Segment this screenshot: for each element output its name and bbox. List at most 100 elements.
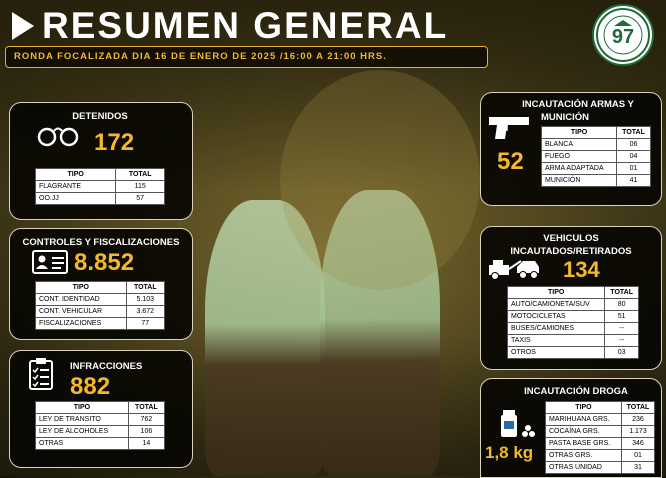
officer-figure-right bbox=[320, 190, 440, 476]
officer-figure-background bbox=[280, 70, 480, 290]
table-cell: LEY DE ALCOHOLES bbox=[35, 425, 129, 438]
table-cell: MUNICIÓN bbox=[540, 174, 618, 187]
table-cell: 31 bbox=[620, 461, 656, 474]
droga-title: INCAUTACIÓN DROGA bbox=[524, 386, 628, 397]
table-header: TOTAL bbox=[125, 281, 166, 294]
table-row: FLAGRANTE 115 bbox=[34, 180, 165, 193]
table-cell: OTRAS GRS. bbox=[545, 449, 622, 462]
table-cell: 06 bbox=[616, 138, 651, 151]
table-cell: TAXIS bbox=[506, 334, 606, 347]
infracciones-title: INFRACCIONES bbox=[70, 361, 143, 372]
table-cell: -- bbox=[604, 334, 639, 347]
table-header: TIPO bbox=[35, 401, 129, 414]
table-cell: 1.173 bbox=[620, 425, 656, 438]
id-card-icon bbox=[32, 250, 68, 279]
table-row: BLANCA 06 bbox=[540, 138, 651, 151]
table-row: OO.JJ 57 bbox=[34, 192, 165, 205]
table-cell: ARMA ADAPTADA bbox=[540, 162, 618, 175]
table-row: COCAÍNA GRS. 1.173 bbox=[545, 425, 656, 438]
table-cell: 77 bbox=[125, 317, 166, 330]
table-row: FUEGO 04 bbox=[540, 150, 651, 163]
table-cell: OTRAS UNIDAD bbox=[545, 461, 622, 474]
detenidos-total: 172 bbox=[94, 129, 135, 156]
vehiculos-total: 134 bbox=[563, 257, 600, 282]
table-cell: 115 bbox=[115, 180, 165, 193]
table-row: CONT. VEHICULAR 3.672 bbox=[35, 305, 166, 318]
table-row: MOTOCICLETAS 51 bbox=[506, 310, 639, 323]
droga-total: 1,8 kg bbox=[485, 443, 534, 462]
table-cell: FLAGRANTE bbox=[34, 180, 117, 193]
table-cell: 04 bbox=[616, 150, 651, 163]
table-cell: CONT. VEHICULAR bbox=[35, 305, 127, 318]
controles-total: 8.852 bbox=[74, 249, 135, 276]
armas-total: 52 bbox=[497, 148, 524, 175]
detenidos-panel: DETENIDOS 172 TIPO TOTAL FLAGRANTE 115 OO.… bbox=[9, 102, 193, 220]
table-row: OTRAS UNIDAD 31 bbox=[545, 461, 656, 474]
play-arrow-icon bbox=[12, 12, 34, 40]
table-cell: 01 bbox=[616, 162, 651, 175]
table-cell: 01 bbox=[620, 449, 656, 462]
armas-panel: INCAUTACIÓN ARMAS Y MUNICIÓN 52 TIPO TOTA… bbox=[480, 92, 662, 206]
table-header: TIPO bbox=[506, 286, 606, 299]
table-cell: 346 bbox=[620, 437, 656, 450]
controles-table: TIPO TOTAL CONT. IDENTIDAD 5.103 CONT. VEH… bbox=[35, 281, 166, 330]
infracciones-total: 882 bbox=[70, 373, 111, 400]
table-cell: 51 bbox=[604, 310, 639, 323]
table-row: ARMA ADAPTADA 01 bbox=[540, 162, 651, 175]
table-header: TOTAL bbox=[620, 401, 656, 414]
table-row: CONT. IDENTIDAD 5.103 bbox=[35, 293, 166, 306]
table-row: AUTO/CAMIONETA/SUV 80 bbox=[506, 298, 639, 311]
table-cell: 80 bbox=[604, 298, 639, 311]
table-cell: 41 bbox=[616, 174, 651, 187]
table-cell: BUSES/CAMIONES bbox=[506, 322, 606, 335]
table-cell: 5.103 bbox=[125, 293, 166, 306]
table-row: TAXIS -- bbox=[506, 334, 639, 347]
armas-title-line2: MUNICIÓN bbox=[541, 112, 590, 123]
armas-table: TIPO TOTAL BLANCA 06 FUEGO 04 ARMA ADAPTADA… bbox=[540, 126, 651, 187]
drug-jar-icon bbox=[497, 407, 537, 444]
table-cell: PASTA BASE GRS. bbox=[545, 437, 622, 450]
table-header: TOTAL bbox=[127, 401, 166, 414]
table-cell: FISCALIZACIONES bbox=[35, 317, 127, 330]
detenidos-title: DETENIDOS bbox=[72, 111, 128, 122]
controles-title: CONTROLES Y FISCALIZACIONES bbox=[22, 237, 180, 248]
table-header: TOTAL bbox=[616, 126, 651, 139]
vehiculos-panel: VEHICULOS INCAUTADOS/RETIRADOS 134 TIPO T… bbox=[480, 226, 662, 370]
table-row: OTROS 03 bbox=[506, 346, 639, 359]
table-cell: -- bbox=[604, 322, 639, 335]
table-cell: 57 bbox=[115, 192, 165, 205]
page-title: RESUMEN GENERAL bbox=[42, 5, 449, 46]
controles-panel: CONTROLES Y FISCALIZACIONES 8.852 TIPO TO… bbox=[9, 228, 193, 340]
table-row: LEY DE TRANSITO 762 bbox=[35, 413, 166, 426]
table-cell: CONT. IDENTIDAD bbox=[35, 293, 127, 306]
carabineros-logo: 97 bbox=[592, 4, 654, 66]
table-cell: OTRAS bbox=[35, 437, 129, 450]
vehiculos-title-line1: VEHICULOS bbox=[543, 233, 599, 244]
table-row: OTRAS GRS. 01 bbox=[545, 449, 656, 462]
table-cell: OTROS bbox=[506, 346, 606, 359]
checklist-icon bbox=[28, 357, 54, 396]
table-header: TIPO bbox=[545, 401, 622, 414]
table-row: FISCALIZACIONES 77 bbox=[35, 317, 166, 330]
infracciones-panel: INFRACCIONES 882 TIPO TOTAL LEY DE TRANSI… bbox=[9, 350, 193, 468]
table-cell: MARIHUANA GRS. bbox=[545, 413, 622, 426]
vehiculos-title-line2: INCAUTADOS/RETIRADOS bbox=[510, 246, 632, 257]
page-subtitle: RONDA FOCALIZADA DIA 16 DE ENERO DE 2025… bbox=[5, 46, 488, 68]
table-row: OTRAS 14 bbox=[35, 437, 166, 450]
pistol-icon bbox=[487, 113, 531, 146]
table-row: MARIHUANA GRS. 236 bbox=[545, 413, 656, 426]
table-cell: COCAÍNA GRS. bbox=[545, 425, 622, 438]
infracciones-table: TIPO TOTAL LEY DE TRANSITO 762 LEY DE ALCO… bbox=[35, 401, 166, 450]
table-header: TIPO bbox=[540, 126, 618, 139]
header: RESUMEN GENERAL bbox=[12, 6, 448, 46]
vehiculos-table: TIPO TOTAL AUTO/CAMIONETA/SUV 80 MOTOCICLE… bbox=[506, 286, 639, 359]
table-cell: 762 bbox=[127, 413, 166, 426]
table-cell: 03 bbox=[604, 346, 639, 359]
table-cell: 3.672 bbox=[125, 305, 166, 318]
table-cell: LEY DE TRANSITO bbox=[35, 413, 129, 426]
tow-truck-icon bbox=[487, 257, 541, 286]
table-header: TIPO bbox=[34, 168, 117, 181]
detenidos-table: TIPO TOTAL FLAGRANTE 115 OO.JJ 57 bbox=[34, 168, 165, 205]
table-header: TOTAL bbox=[115, 168, 165, 181]
table-cell: AUTO/CAMIONETA/SUV bbox=[506, 298, 606, 311]
